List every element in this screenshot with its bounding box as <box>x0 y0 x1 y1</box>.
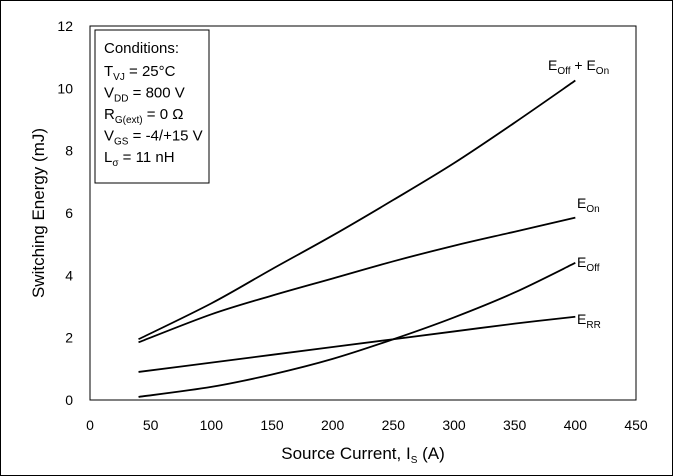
y-axis-title: Switching Energy (mJ) <box>29 128 48 298</box>
x-tick-label: 100 <box>200 417 224 433</box>
series-label: EOn <box>577 195 600 215</box>
y-tick-label: 12 <box>57 18 73 34</box>
conditions-frame <box>94 29 210 184</box>
condition-line: Lσ = 11 nH <box>104 149 175 169</box>
condition-line: RG(ext) = 0 Ω <box>104 106 183 126</box>
series-label: EOff <box>577 254 600 274</box>
condition-line: VDD = 800 V <box>104 85 185 105</box>
series-line <box>138 216 576 344</box>
x-tick-label: 300 <box>442 417 466 433</box>
y-tick-label: 8 <box>65 143 73 159</box>
x-axis-title: Source Current, IS (A) <box>281 444 445 466</box>
conditions-title: Conditions: <box>104 40 179 57</box>
x-tick-label: 50 <box>143 417 159 433</box>
series-labels: EOff + EOn EOn EOff ERR <box>548 57 609 331</box>
y-tick-label: 2 <box>65 330 73 346</box>
y-tick-label: 4 <box>65 267 73 283</box>
x-tick-label: 200 <box>321 417 345 433</box>
series-line <box>138 262 576 398</box>
series-line <box>138 315 576 373</box>
y-tick-labels: 0 2 4 6 8 10 12 <box>57 18 73 408</box>
series-line <box>138 79 576 341</box>
series-label: ERR <box>577 311 601 331</box>
series-label: EOff + EOn <box>548 57 609 77</box>
y-tick-label: 0 <box>65 392 73 408</box>
condition-line: VGS = -4/+15 V <box>104 128 203 148</box>
y-tick-label: 6 <box>65 205 73 221</box>
condition-line: TVJ = 25°C <box>104 63 176 83</box>
y-tick-label: 10 <box>57 80 73 96</box>
x-tick-label: 350 <box>503 417 527 433</box>
x-tick-label: 0 <box>86 417 94 433</box>
x-tick-labels: 0 50 100 150 200 250 300 350 400 450 <box>86 417 648 433</box>
x-tick-label: 250 <box>382 417 406 433</box>
x-tick-label: 400 <box>564 417 588 433</box>
x-tick-label: 450 <box>624 417 648 433</box>
x-tick-label: 150 <box>260 417 284 433</box>
series-lines <box>138 79 576 398</box>
